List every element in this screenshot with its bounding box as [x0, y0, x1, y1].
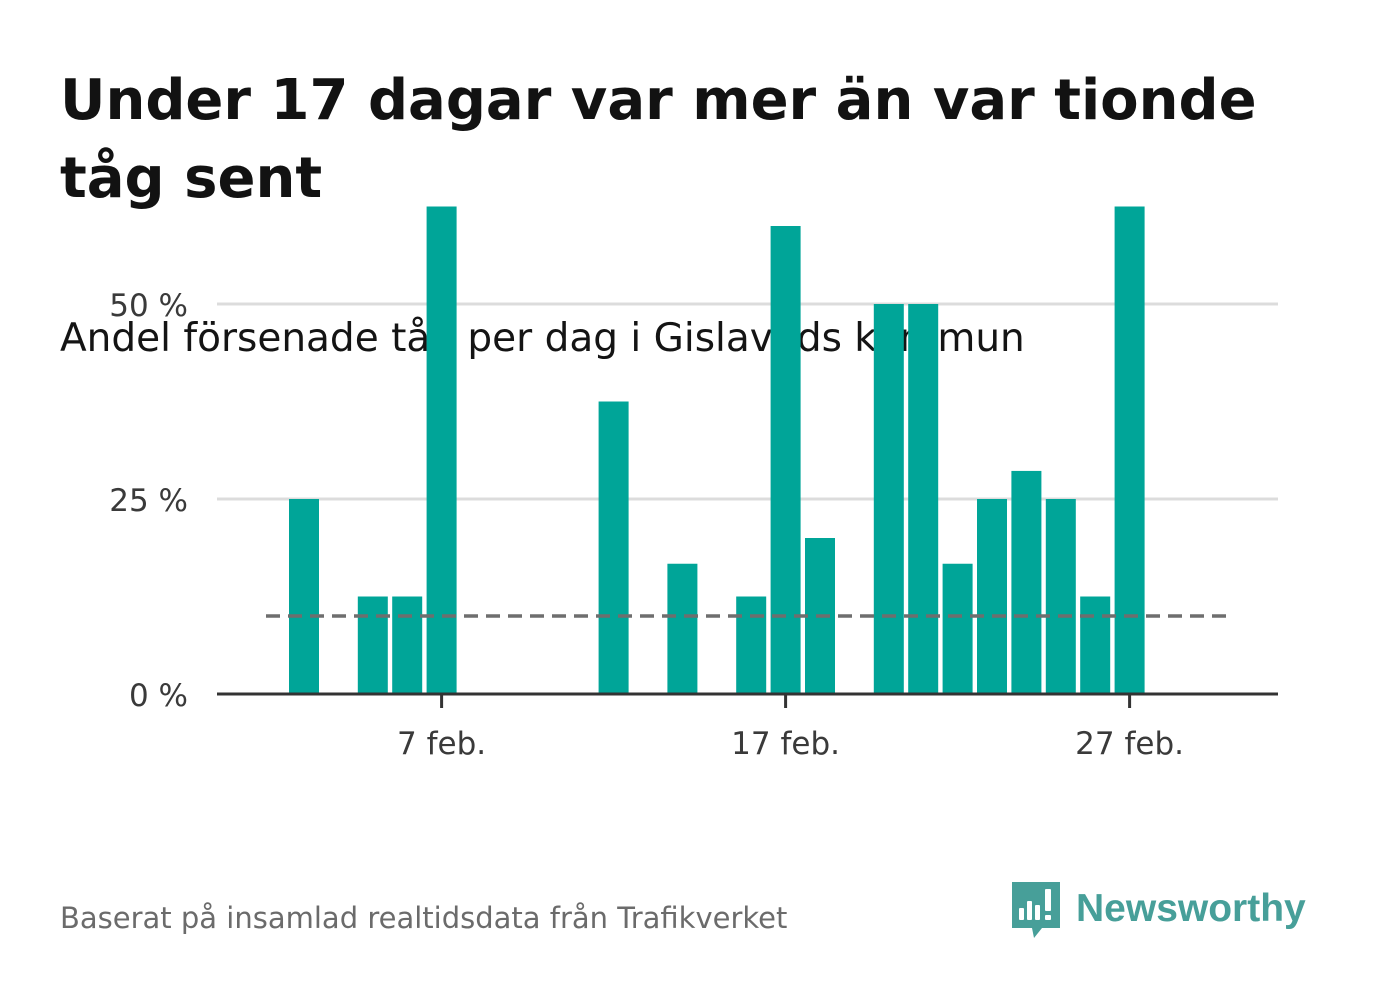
- x-tick-label: 27 feb.: [1075, 726, 1184, 762]
- x-tick-label: 17 feb.: [731, 726, 840, 762]
- bars: [289, 206, 1145, 694]
- bar: [1045, 499, 1076, 694]
- grid-lines: [217, 302, 1278, 501]
- y-tick-label: 0 %: [129, 678, 188, 714]
- newsworthy-logo-icon: [1012, 882, 1060, 938]
- bar: [667, 563, 698, 694]
- y-tick-label: 50 %: [109, 288, 188, 324]
- bar: [289, 499, 319, 694]
- y-tick-label: 25 %: [109, 483, 188, 519]
- source-note: Baserat på insamlad realtidsdata från Tr…: [60, 901, 788, 935]
- bar: [736, 596, 767, 694]
- x-ticks: 7 feb. 17 feb. 27 feb.: [397, 694, 1184, 762]
- chart-title: Under 17 dagar var mer än var tionde tåg…: [60, 68, 1257, 211]
- brand-logo: Newsworthy: [1010, 877, 1306, 941]
- bar: [426, 206, 457, 694]
- bar: [942, 563, 973, 694]
- bar: [1080, 596, 1111, 694]
- bar: [1114, 206, 1145, 694]
- x-tick-label: 7 feb.: [397, 726, 486, 762]
- chart-subtitle: Andel försenade tåg per dag i Gislaveds …: [60, 316, 1025, 361]
- bar: [392, 596, 423, 694]
- bar: [873, 304, 904, 694]
- bar: [977, 499, 1007, 694]
- bar: [908, 304, 939, 694]
- bar: [770, 226, 801, 694]
- y-tick-labels: 0 % 25 % 50 %: [109, 288, 188, 714]
- bar: [1011, 470, 1042, 694]
- bar: [357, 596, 388, 694]
- bar: [598, 401, 629, 694]
- brand-name: Newsworthy: [1076, 887, 1306, 930]
